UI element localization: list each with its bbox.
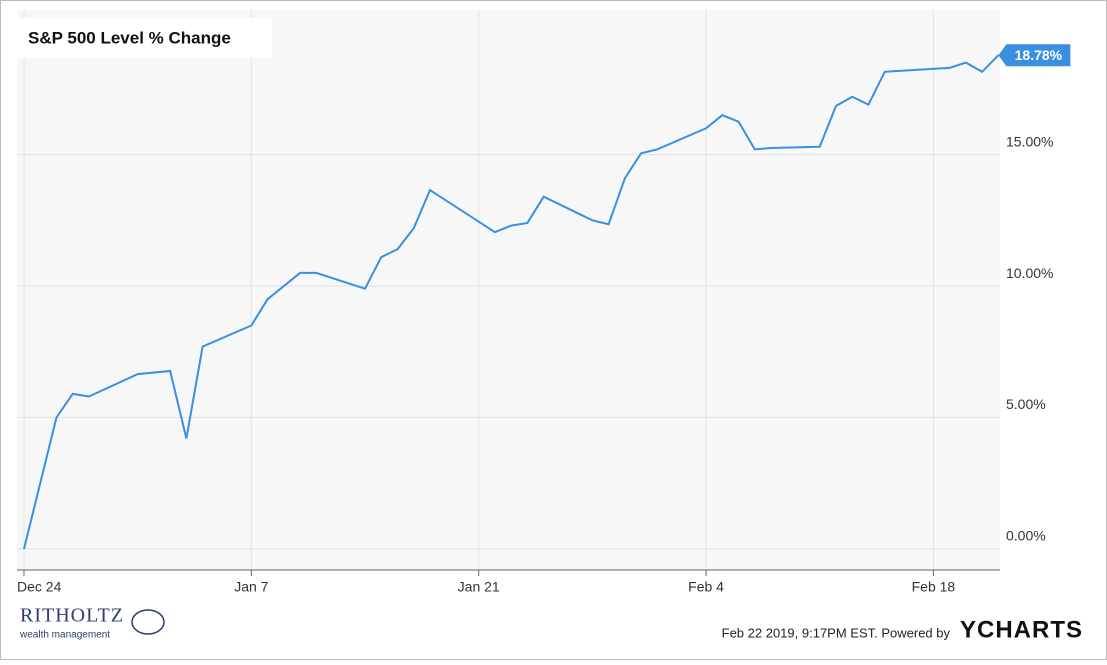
plot-area [17, 10, 1000, 570]
x-tick-label: Dec 24 [17, 579, 62, 595]
logo-text: RITHOLTZ [20, 605, 124, 627]
x-tick-label: Jan 7 [234, 579, 268, 595]
y-tick-label: 15.00% [1006, 133, 1053, 149]
value-label: 18.78% [1015, 47, 1063, 63]
title-box [17, 18, 272, 58]
logo-subtext: wealth management [19, 630, 110, 641]
brand: YCHARTS [960, 616, 1083, 643]
y-tick-label: 10.00% [1006, 265, 1053, 281]
chart-title: S&P 500 Level % Change [28, 28, 231, 47]
x-tick-label: Feb 4 [688, 579, 724, 595]
y-tick-label: 0.00% [1006, 528, 1046, 544]
line [23, 54, 1000, 550]
timestamp: Feb 22 2019, 9:17PM EST. Powered by [722, 625, 951, 640]
y-tick-label: 5.00% [1006, 396, 1046, 412]
logo-icon [131, 609, 165, 635]
x-tick-label: Feb 18 [912, 579, 956, 595]
value-label-box [998, 44, 1071, 67]
x-tick-label: Jan 21 [458, 579, 500, 595]
